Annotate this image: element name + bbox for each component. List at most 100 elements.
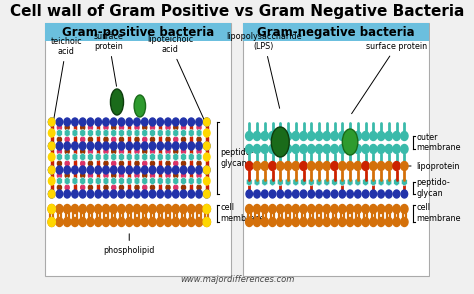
Circle shape xyxy=(300,131,307,141)
Circle shape xyxy=(104,149,108,154)
Circle shape xyxy=(118,142,125,150)
Polygon shape xyxy=(111,177,117,185)
Circle shape xyxy=(182,125,185,130)
Circle shape xyxy=(133,205,141,213)
Circle shape xyxy=(104,185,108,190)
Polygon shape xyxy=(134,129,140,137)
Text: peptido-
glycan: peptido- glycan xyxy=(417,178,450,198)
Circle shape xyxy=(285,190,292,198)
Circle shape xyxy=(81,185,85,190)
Circle shape xyxy=(284,205,292,213)
Circle shape xyxy=(315,161,323,171)
Circle shape xyxy=(261,144,268,153)
Circle shape xyxy=(269,131,276,141)
Circle shape xyxy=(182,173,185,178)
Circle shape xyxy=(126,118,133,126)
Circle shape xyxy=(377,144,385,153)
Circle shape xyxy=(284,161,292,171)
Circle shape xyxy=(323,161,330,171)
Circle shape xyxy=(112,149,116,154)
Polygon shape xyxy=(64,129,70,137)
Circle shape xyxy=(370,144,377,153)
Circle shape xyxy=(143,137,147,142)
Circle shape xyxy=(119,161,124,166)
Polygon shape xyxy=(72,129,78,137)
Circle shape xyxy=(180,218,187,226)
Circle shape xyxy=(377,131,385,141)
Circle shape xyxy=(112,161,116,166)
Text: surface protein: surface protein xyxy=(352,42,427,114)
Text: peptido-
glycan: peptido- glycan xyxy=(221,148,255,168)
Polygon shape xyxy=(246,178,252,186)
Circle shape xyxy=(261,131,268,141)
Circle shape xyxy=(246,218,253,226)
Circle shape xyxy=(261,205,268,213)
Circle shape xyxy=(172,218,180,226)
Polygon shape xyxy=(371,178,376,186)
Circle shape xyxy=(164,218,172,226)
Circle shape xyxy=(370,131,377,141)
Circle shape xyxy=(57,185,62,190)
Circle shape xyxy=(308,218,315,226)
Circle shape xyxy=(95,166,101,174)
Circle shape xyxy=(48,118,55,126)
Polygon shape xyxy=(142,153,147,161)
Circle shape xyxy=(48,205,55,213)
Circle shape xyxy=(246,205,253,213)
Circle shape xyxy=(143,185,147,190)
Polygon shape xyxy=(127,129,132,137)
Circle shape xyxy=(134,166,140,174)
Circle shape xyxy=(377,218,385,226)
Circle shape xyxy=(81,161,85,166)
Circle shape xyxy=(141,166,148,174)
Circle shape xyxy=(196,118,202,126)
Circle shape xyxy=(277,161,284,171)
Circle shape xyxy=(112,137,116,142)
Circle shape xyxy=(143,173,147,178)
Polygon shape xyxy=(157,129,163,137)
Circle shape xyxy=(308,190,315,198)
Circle shape xyxy=(166,161,170,166)
Circle shape xyxy=(87,118,94,126)
Circle shape xyxy=(197,137,201,142)
Circle shape xyxy=(323,144,330,153)
Polygon shape xyxy=(150,177,155,185)
Polygon shape xyxy=(88,153,93,161)
Text: Gram-negative bacteria: Gram-negative bacteria xyxy=(257,26,415,39)
Circle shape xyxy=(48,190,55,198)
Polygon shape xyxy=(204,129,210,137)
Polygon shape xyxy=(355,178,361,186)
Circle shape xyxy=(174,137,178,142)
Polygon shape xyxy=(49,177,55,185)
Circle shape xyxy=(346,205,354,213)
Circle shape xyxy=(150,137,155,142)
Circle shape xyxy=(308,144,315,153)
Circle shape xyxy=(103,142,109,150)
Circle shape xyxy=(197,185,201,190)
Polygon shape xyxy=(56,129,62,137)
Polygon shape xyxy=(347,178,353,186)
Circle shape xyxy=(110,118,117,126)
Circle shape xyxy=(103,190,109,198)
Circle shape xyxy=(253,218,261,226)
Polygon shape xyxy=(401,178,407,186)
Text: www.majordifferences.com: www.majordifferences.com xyxy=(180,275,294,284)
Circle shape xyxy=(104,161,108,166)
Circle shape xyxy=(56,142,63,150)
Circle shape xyxy=(182,161,185,166)
Polygon shape xyxy=(309,178,314,186)
Circle shape xyxy=(118,166,125,174)
Circle shape xyxy=(48,205,55,213)
Polygon shape xyxy=(324,178,329,186)
Circle shape xyxy=(346,131,354,141)
Polygon shape xyxy=(189,177,194,185)
Polygon shape xyxy=(111,129,117,137)
Circle shape xyxy=(57,125,62,130)
Circle shape xyxy=(331,190,338,198)
Circle shape xyxy=(203,166,210,174)
Circle shape xyxy=(346,161,354,171)
Circle shape xyxy=(126,218,133,226)
Circle shape xyxy=(370,218,377,226)
Polygon shape xyxy=(196,129,202,137)
Circle shape xyxy=(112,125,116,130)
